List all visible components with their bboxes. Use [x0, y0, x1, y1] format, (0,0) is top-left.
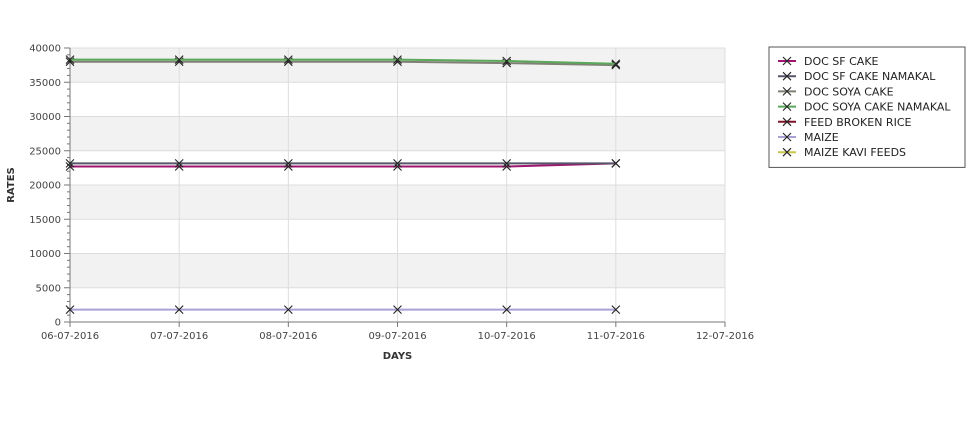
series-2 [65, 159, 621, 168]
legend-swatch-marker [782, 56, 792, 66]
legend-swatch-marker [782, 71, 792, 81]
series-line [70, 162, 616, 168]
data-point-marker [393, 55, 402, 65]
y-tick-label: 30000 [29, 112, 61, 123]
series-4 [65, 55, 621, 69]
x-axis-ticks: 06-07-2016 07-07-2016 08-07-2016 09-07-2016… [41, 322, 754, 342]
legend-swatch-marker [782, 117, 792, 127]
y-tick-label: 15000 [29, 215, 61, 226]
y-tick-label: 40000 [29, 44, 61, 55]
legend-label: MAIZE [804, 131, 839, 144]
data-point-marker [174, 159, 184, 168]
data-point-marker [283, 55, 293, 65]
data-point-marker [502, 56, 512, 66]
legend-swatch-marker [782, 87, 792, 96]
legend-item[interactable]: MAIZE KAVI FEEDS [778, 146, 906, 159]
data-point-marker [174, 55, 184, 65]
series-group [65, 55, 621, 315]
x-tick-label: 11-07-2016 [587, 331, 645, 342]
data-point-marker [174, 305, 184, 315]
data-point-marker [611, 60, 621, 70]
x-tick-label: 09-07-2016 [368, 331, 426, 342]
legend-label: MAIZE KAVI FEEDS [804, 146, 906, 159]
x-tick-label: 06-07-2016 [41, 331, 99, 342]
x-tick-label: 12-07-2016 [696, 331, 754, 342]
data-point-marker [611, 305, 621, 315]
data-point-marker [65, 159, 75, 168]
y-axis-title: RATES [6, 167, 17, 203]
y-tick-label: 0 [55, 318, 61, 329]
legend-label: DOC SOYA CAKE NAMAKAL [804, 101, 951, 114]
y-axis-ticks: 0 5000 10000 15000 20000 25000 30000 35000 40000 [29, 44, 70, 329]
data-point-marker [283, 305, 293, 315]
legend-item[interactable]: DOC SOYA CAKE [778, 85, 894, 98]
x-tick-label: 10-07-2016 [478, 331, 536, 342]
legend-label: FEED BROKEN RICE [804, 116, 911, 129]
legend-item[interactable]: DOC SF CAKE NAMAKAL [778, 70, 936, 83]
data-point-marker [393, 305, 402, 315]
data-point-marker [502, 159, 512, 168]
data-point-marker [393, 159, 402, 168]
legend-swatch-marker [782, 102, 792, 111]
data-point-marker [65, 305, 75, 315]
series-line [70, 60, 616, 67]
y-tick-label: 25000 [29, 146, 61, 157]
legend-border [768, 46, 966, 168]
legend-label: DOC SF CAKE NAMAKAL [804, 70, 936, 83]
data-point-marker [283, 159, 293, 168]
y-tick-label: 35000 [29, 78, 61, 89]
legend-label: DOC SF CAKE [804, 55, 879, 68]
x-tick-label: 07-07-2016 [150, 331, 208, 342]
legend-swatch-marker [782, 147, 792, 157]
data-point-marker [65, 55, 75, 65]
data-point-marker [611, 159, 621, 168]
legend-swatch-marker [782, 132, 792, 142]
data-point-marker [502, 305, 512, 315]
y-tick-label: 10000 [29, 249, 61, 260]
x-tick-label: 08-07-2016 [259, 331, 317, 342]
legend-item[interactable]: DOC SOYA CAKE NAMAKAL [778, 101, 951, 114]
x-axis-title: DAYS [383, 351, 413, 362]
legend-item[interactable]: FEED BROKEN RICE [778, 116, 911, 129]
legend-label: DOC SOYA CAKE [804, 85, 894, 98]
y-tick-label: 5000 [36, 283, 61, 294]
legend-item[interactable]: DOC SF CAKE [778, 55, 879, 68]
chart-legend: DOC SF CAKE DOC SF CAKE NAMAKAL DOC SOYA C… [768, 46, 966, 168]
legend-item[interactable]: MAIZE [778, 131, 839, 144]
series-6 [65, 305, 621, 315]
y-tick-label: 20000 [29, 181, 61, 192]
data-point-marker [611, 59, 621, 69]
series-line [70, 58, 616, 65]
